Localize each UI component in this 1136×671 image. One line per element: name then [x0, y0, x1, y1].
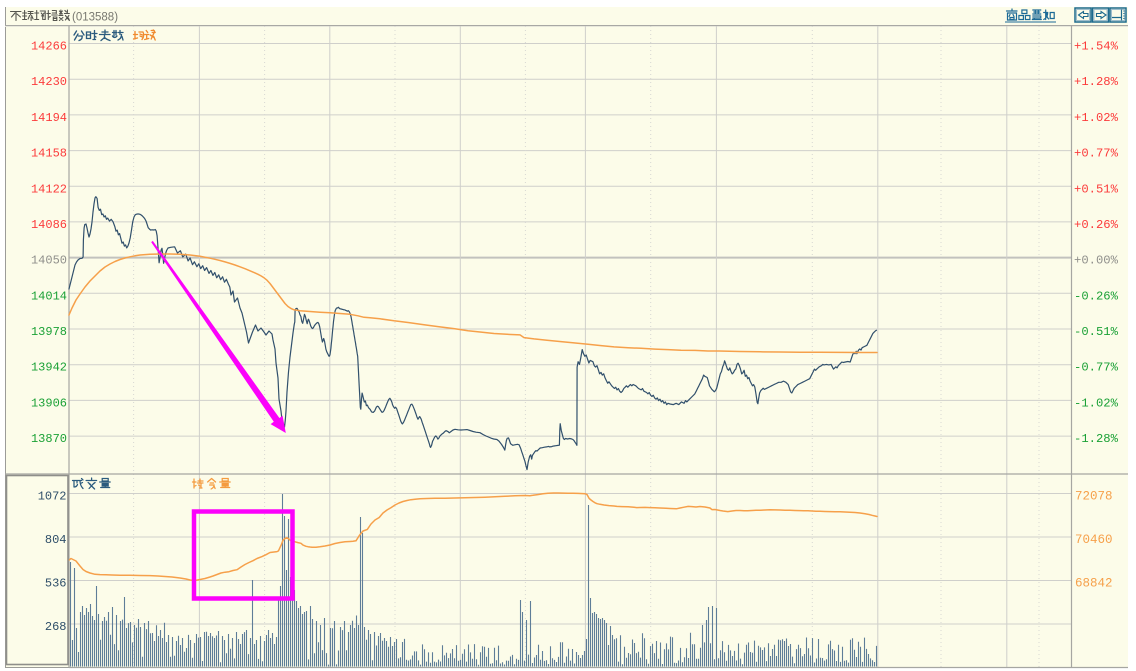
svg-text:(013588): (013588)	[72, 12, 118, 24]
svg-text:+0.26%: +0.26%	[1074, 218, 1119, 232]
svg-text:+1.54%: +1.54%	[1074, 40, 1119, 54]
svg-text:14122: 14122	[31, 182, 67, 196]
svg-text:804: 804	[45, 533, 67, 547]
svg-text:+0.77%: +0.77%	[1074, 147, 1119, 161]
svg-text:-0.51%: -0.51%	[1074, 325, 1119, 339]
svg-text:13870: 13870	[31, 432, 67, 446]
svg-text:14194: 14194	[31, 111, 67, 125]
svg-text:-1.02%: -1.02%	[1074, 396, 1119, 410]
svg-text:14230: 14230	[31, 75, 67, 89]
svg-text:-0.77%: -0.77%	[1074, 361, 1119, 375]
svg-text:68842: 68842	[1075, 577, 1113, 591]
svg-text:536: 536	[45, 577, 67, 591]
svg-text:14014: 14014	[31, 289, 67, 303]
svg-text:268: 268	[45, 620, 67, 634]
svg-text:+1.02%: +1.02%	[1074, 111, 1119, 125]
svg-text:13906: 13906	[31, 396, 67, 410]
svg-text:13942: 13942	[31, 361, 67, 375]
svg-text:-0.26%: -0.26%	[1074, 289, 1119, 303]
svg-text:+0.00%: +0.00%	[1074, 254, 1119, 268]
svg-text:+0.51%: +0.51%	[1074, 182, 1119, 196]
svg-text:+1.28%: +1.28%	[1074, 75, 1119, 89]
svg-text:14158: 14158	[31, 147, 67, 161]
svg-text:13978: 13978	[31, 325, 67, 339]
svg-text:70460: 70460	[1075, 533, 1113, 547]
svg-text:-1.28%: -1.28%	[1074, 432, 1119, 446]
svg-text:14050: 14050	[31, 254, 67, 268]
svg-text:14266: 14266	[31, 40, 67, 54]
svg-text:72078: 72078	[1075, 490, 1113, 504]
svg-text:1072: 1072	[38, 490, 67, 504]
svg-text:14086: 14086	[31, 218, 67, 232]
